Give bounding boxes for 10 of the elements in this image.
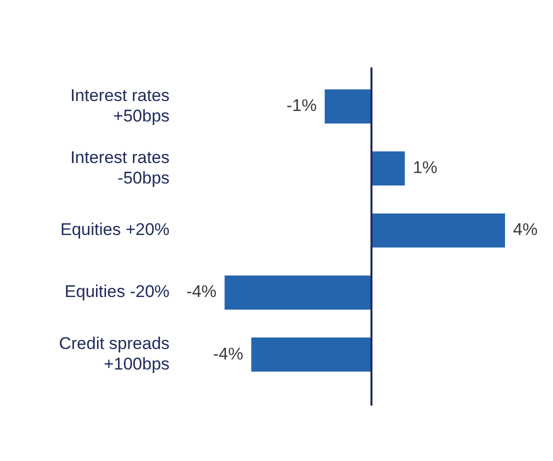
y-tick-label: Equities -20% [64, 282, 170, 302]
data-label: 4% [513, 220, 538, 240]
data-label: -1% [286, 96, 317, 116]
data-label: 1% [412, 158, 438, 178]
data-label: -4% [186, 282, 217, 302]
y-tick-label: Interest rates +50bps [70, 86, 170, 126]
y-tick-label: Equities +20% [60, 220, 170, 240]
y-tick-label: Interest rates -50bps [70, 148, 170, 188]
y-tick-label: Credit spreads +100bps [58, 334, 170, 374]
data-label: -4% [213, 344, 244, 364]
